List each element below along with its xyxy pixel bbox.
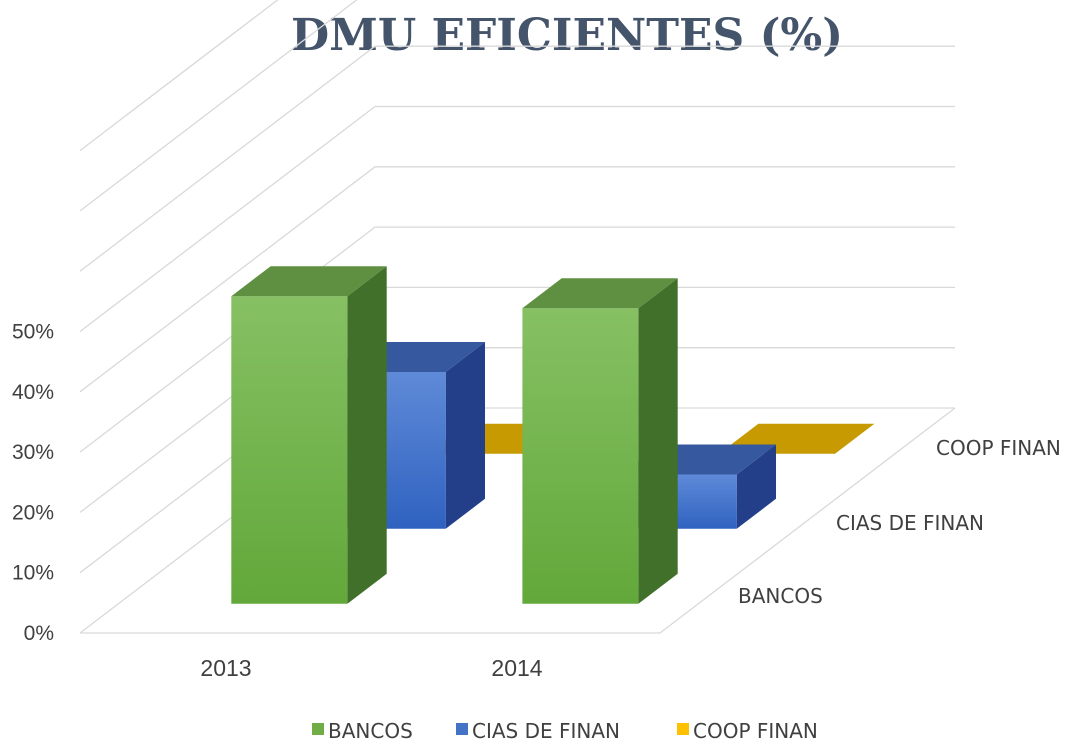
x-axis-categories: 2013 2014: [200, 655, 542, 681]
chart-title: DMU EFICIENTES (%): [291, 10, 843, 61]
legend-label-cias: CIAS DE FINAN: [472, 719, 620, 743]
legend-swatch-coop: [677, 723, 689, 735]
gridline: [79, 0, 279, 152]
floor-edge: [80, 407, 956, 634]
depth-label-bancos: BANCOS: [738, 584, 823, 608]
x-category-label: 2014: [491, 655, 542, 681]
y-axis-ticks: 0% 10% 20% 30% 40% 50%: [12, 321, 54, 646]
bars: [231, 266, 875, 604]
gridline: [79, 347, 955, 574]
depth-label-cias: CIAS DE FINAN: [836, 511, 984, 535]
y-tick-label: 20%: [12, 501, 54, 524]
gridline: [79, 226, 955, 453]
gridline: [79, 45, 955, 272]
bar-top: [522, 278, 678, 309]
gridline: [79, 166, 955, 393]
legend-label-coop: COOP FINAN: [693, 719, 818, 743]
legend: BANCOS CIAS DE FINAN COOP FINAN: [312, 719, 818, 743]
gridline: [79, 286, 955, 513]
gridline: [79, 105, 955, 333]
y-tick-label: 30%: [12, 441, 54, 464]
y-tick-label: 10%: [12, 562, 54, 585]
y-tick-label: 0%: [24, 622, 54, 645]
bar-side: [638, 278, 678, 604]
depth-label-coop: COOP FINAN: [936, 436, 1061, 460]
y-tick-label: 40%: [12, 381, 54, 404]
grid: [79, 0, 956, 634]
depth-axis-labels: BANCOS CIAS DE FINAN COOP FINAN: [738, 436, 1061, 608]
gridline: [79, 0, 358, 212]
x-category-label: 2013: [200, 655, 251, 681]
bar-side: [445, 342, 485, 529]
legend-swatch-cias: [456, 723, 468, 735]
bar-bancos-2013: [231, 266, 387, 604]
y-tick-label: 50%: [12, 321, 54, 344]
legend-label-bancos: BANCOS: [328, 719, 413, 743]
bar-bancos-2014: [522, 278, 678, 604]
bar-side: [736, 444, 776, 529]
bar-front: [522, 308, 639, 604]
bar-top: [231, 266, 387, 297]
bar-front: [231, 296, 348, 604]
bar-side: [347, 266, 387, 604]
legend-swatch-bancos: [312, 723, 324, 735]
